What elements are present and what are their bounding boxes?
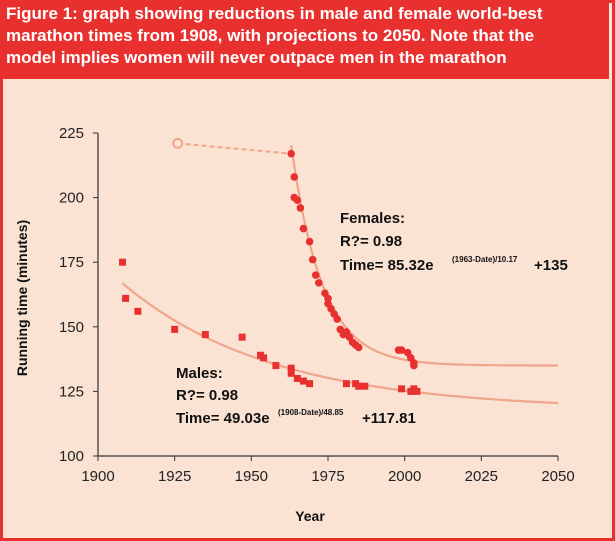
- males-equation-prefix: Time= 49.03e: [176, 410, 270, 427]
- females-data-point: [308, 255, 317, 264]
- females-r2: R?= 0.98: [340, 233, 402, 250]
- males-data-point: [287, 364, 295, 372]
- x-tick-label: 1925: [158, 468, 191, 485]
- males-annotation: Males: R?= 0.98 Time= 49.03e (1908-Date)…: [176, 365, 416, 427]
- y-tick-label: 200: [59, 190, 84, 207]
- y-tick-label: 125: [59, 383, 84, 400]
- females-data-point: [397, 346, 406, 354]
- males-data-point: [287, 369, 295, 377]
- x-tick-label: 2000: [388, 468, 421, 485]
- females-equation: Time= 85.32e: [340, 257, 434, 274]
- males-data-point: [260, 354, 268, 362]
- males-data-point: [342, 380, 350, 388]
- males-data-point: [299, 377, 307, 385]
- males-fit-curve: [121, 282, 559, 405]
- x-tick-label: 2050: [541, 468, 574, 485]
- males-data-point: [238, 333, 246, 341]
- males-r2: R?= 0.98: [176, 387, 238, 404]
- females-data-point: [315, 279, 323, 287]
- males-data-point: [171, 325, 179, 333]
- females-data-point: [296, 204, 305, 212]
- males-data-point: [134, 307, 142, 315]
- title-line-1: Figure 1: graph showing reductions in ma…: [6, 4, 543, 23]
- y-tick-label: 225: [59, 125, 84, 142]
- females-hollow-point: [172, 137, 184, 149]
- females-data-point: [299, 224, 308, 233]
- females-data-point: [311, 271, 320, 279]
- females-data-point: [333, 315, 342, 323]
- females-exponent: (1963-Date)/10.17: [452, 255, 518, 264]
- males-data-point: [413, 387, 421, 395]
- males-data-point: [361, 382, 369, 390]
- males-data-point: [293, 374, 301, 382]
- title-line-2: marathon times from 1908, with projectio…: [6, 26, 535, 45]
- title-line-3: model implies women will never outpace m…: [6, 48, 507, 67]
- males-data-point: [272, 362, 280, 370]
- data-points: [119, 137, 421, 395]
- y-tick-label: 100: [59, 448, 84, 465]
- x-tick-label: 1950: [235, 468, 268, 485]
- females-data-point: [305, 237, 314, 246]
- axes: 1900 1925 1950 1975 2000 2025 2050 100 125 150 175…: [59, 125, 575, 485]
- females-fit-curve: [290, 144, 558, 367]
- females-heading: Females:: [340, 210, 405, 227]
- males-heading: Males:: [176, 365, 223, 382]
- males-equation-constant: +117.81: [362, 410, 416, 427]
- males-data-point: [306, 380, 314, 388]
- y-axis-label: Running time (minutes): [14, 220, 30, 376]
- males-exponent: (1908-Date)/48.85: [278, 408, 344, 417]
- females-annotation: Females: R?= 0.98 Time= 85.32e (1963-Dat…: [340, 210, 568, 274]
- x-axis-label: Year: [295, 508, 325, 524]
- females-data-point: [354, 343, 363, 352]
- females-data-point: [290, 173, 299, 181]
- figure-title: Figure 1: graph showing reductions in ma…: [0, 0, 609, 79]
- males-data-point: [201, 331, 209, 339]
- males-data-point: [119, 258, 127, 266]
- females-equation-prefix: Time= 85.32e: [340, 257, 434, 274]
- males-equation: Time= 49.03e: [176, 410, 270, 427]
- x-tick-label: 1975: [311, 468, 344, 485]
- females-dashed-segment: [177, 142, 292, 155]
- females-data-point: [410, 361, 418, 370]
- males-data-point: [398, 385, 406, 393]
- y-tick-label: 150: [59, 319, 84, 336]
- males-data-point: [122, 294, 130, 302]
- males-data-point: [355, 382, 363, 390]
- females-data-point: [293, 196, 302, 204]
- females-equation-constant: +135: [534, 257, 568, 274]
- females-data-point: [287, 149, 296, 158]
- x-tick-label: 2025: [465, 468, 498, 485]
- x-tick-label: 1900: [81, 468, 114, 485]
- y-tick-label: 175: [59, 254, 84, 271]
